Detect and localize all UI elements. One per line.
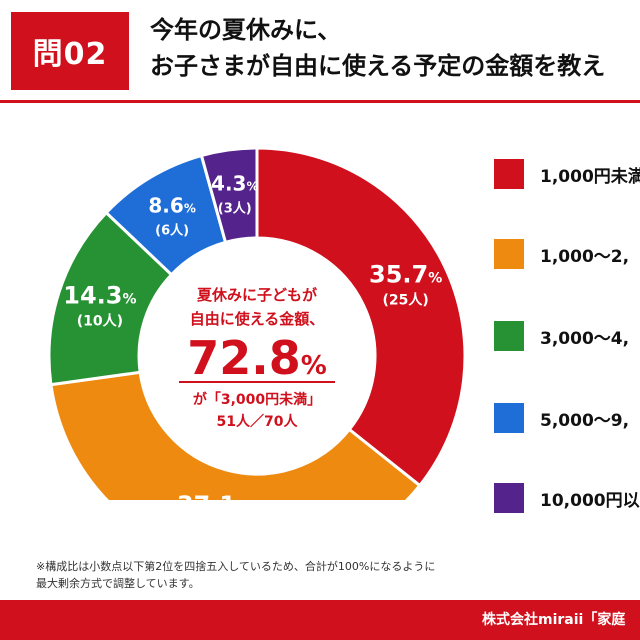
badge-label: 問02: [32, 37, 108, 72]
pie-slice-0: [255, 146, 467, 488]
footer-bar: 株式会社miraii「家庭: [0, 600, 640, 640]
slice-label-count-4: (3人): [218, 201, 252, 217]
slice-label-pct-2: 14.3%: [63, 282, 136, 310]
footnote-line-1: ※構成比は小数点以下第2位を四捨五入しているため、合計が100%になるように: [36, 560, 436, 573]
legend-label-0: 1,000円未満: [540, 166, 640, 187]
question-number-badge: 問02: [11, 12, 129, 90]
donut-chart: 35.7%(25人)37.1%(26人)14.3%(10人)8.6%(6人)4.…: [47, 146, 467, 500]
legend-label-3: 5,000〜9,: [540, 410, 630, 431]
center-text-line-1: 夏休みに子どもが: [196, 286, 318, 304]
slice-label-count-3: (6人): [155, 223, 189, 239]
title-line-1: 今年の夏休みに、: [150, 16, 342, 44]
legend-item-0: 1,000円未満: [494, 158, 640, 190]
pie-slice-1: [49, 370, 422, 500]
legend-swatch-4: [494, 483, 524, 513]
slice-label-pct-3: 8.6%: [148, 194, 195, 218]
center-big-number: 72.8%: [187, 331, 327, 385]
center-text-line-4: 51人／70人: [217, 413, 299, 430]
legend-item-2: 3,000〜4,: [494, 320, 640, 352]
slice-label-count-0: (25人): [382, 291, 428, 308]
pie-slice-4: [199, 146, 259, 245]
legend-swatch-3: [494, 403, 524, 433]
legend-swatch-2: [494, 321, 524, 351]
slice-label-pct-4: 4.3%: [211, 172, 258, 196]
slice-label-count-2: (10人): [77, 313, 123, 330]
legend-label-1: 1,000〜2,: [540, 246, 630, 267]
footnote: ※構成比は小数点以下第2位を四捨五入しているため、合計が100%になるように 最…: [36, 558, 435, 592]
legend-item-4: 10,000円以: [494, 482, 640, 514]
legend-label-2: 3,000〜4,: [540, 328, 630, 349]
title-divider: [0, 100, 640, 103]
footnote-line-2: 最大剰余方式で調整しています。: [36, 577, 200, 590]
title-line-2: お子さまが自由に使える予定の金額を教え: [150, 52, 606, 80]
center-text-line-2: 自由に使える金額、: [190, 310, 325, 328]
legend-label-4: 10,000円以: [540, 490, 640, 511]
question-title: 今年の夏休みに、 お子さまが自由に使える予定の金額を教え: [150, 12, 640, 92]
legend-item-3: 5,000〜9,: [494, 402, 640, 434]
center-text-line-3: が「3,000円未満」: [193, 391, 321, 408]
legend-swatch-1: [494, 239, 524, 269]
slice-label-pct-0: 35.7%: [369, 260, 442, 288]
footer-source-text: 株式会社miraii「家庭: [482, 612, 626, 628]
slice-label-pct-1: 37.1%: [177, 491, 250, 500]
legend-item-1: 1,000〜2,: [494, 238, 640, 270]
legend-swatch-0: [494, 159, 524, 189]
